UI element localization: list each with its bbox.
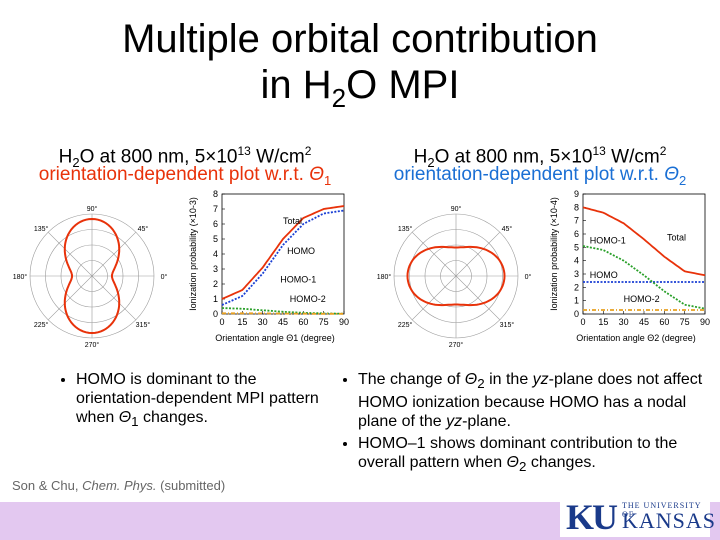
x-tick-label: 15 bbox=[237, 317, 247, 327]
series-annotation: HOMO bbox=[287, 246, 315, 256]
bullet-item: HOMO–1 shows dominant contribution to th… bbox=[358, 434, 714, 476]
polar-angle-label: 180° bbox=[377, 273, 392, 281]
right-bullets: The change of Θ2 in the yz-plane does no… bbox=[342, 370, 714, 479]
x-tick-label: 90 bbox=[700, 317, 710, 327]
left-panel-header: H2O at 800 nm, 5×1013 W/cm2 bbox=[58, 144, 312, 171]
x-tick-label: 75 bbox=[319, 317, 329, 327]
series-line-total bbox=[221, 205, 345, 300]
x-tick-label: 60 bbox=[298, 317, 308, 327]
x-tick-label: 45 bbox=[639, 317, 649, 327]
y-tick-label: 6 bbox=[574, 229, 579, 239]
polar-angle-label: 90° bbox=[451, 205, 462, 213]
x-tick-label: 90 bbox=[339, 317, 349, 327]
citation: Son & Chu, Chem. Phys. (submitted) bbox=[12, 478, 226, 493]
y-tick-label: 0 bbox=[574, 309, 579, 319]
x-tick-label: 30 bbox=[619, 317, 629, 327]
polar-angle-label: 180° bbox=[13, 273, 28, 281]
polar-angle-label: 270° bbox=[449, 341, 464, 349]
polar-angle-label: 270° bbox=[85, 341, 100, 349]
right-panel-header: H2O at 800 nm, 5×1013 W/cm2 bbox=[413, 144, 667, 171]
y-tick-label: 1 bbox=[574, 296, 579, 306]
y-tick-label: 8 bbox=[213, 189, 218, 199]
bullet-item: The change of Θ2 in the yz-plane does no… bbox=[358, 370, 714, 431]
polar-angle-label: 90° bbox=[87, 205, 98, 213]
y-tick-label: 4 bbox=[574, 256, 579, 266]
x-tick-label: 30 bbox=[258, 317, 268, 327]
y-axis-label: Ionization probability (×10-3) bbox=[188, 197, 198, 311]
series-annotation: HOMO bbox=[590, 270, 618, 280]
y-tick-label: 2 bbox=[213, 279, 218, 289]
polar-angle-label: 0° bbox=[525, 273, 532, 281]
polar-pattern-curve bbox=[63, 217, 121, 335]
slide-title-line-1: Multiple orbital contribution bbox=[122, 17, 598, 61]
polar-plot-right: 90° 45° 0° 315° 270° 225° 180° 135° bbox=[377, 205, 532, 349]
slide-title-line-2: in H2O MPI bbox=[260, 63, 460, 113]
y-tick-label: 0 bbox=[213, 309, 218, 319]
x-tick-label: 0 bbox=[580, 317, 585, 327]
series-annotation: Total bbox=[667, 233, 686, 243]
y-tick-label: 5 bbox=[213, 234, 218, 244]
series-annotation: HOMO-1 bbox=[280, 275, 316, 285]
polar-grid-spoke bbox=[411, 231, 501, 321]
x-tick-label: 45 bbox=[278, 317, 288, 327]
y-tick-label: 2 bbox=[574, 282, 579, 292]
polar-angle-label: 135° bbox=[34, 225, 49, 233]
series-annotation: HOMO-1 bbox=[590, 235, 626, 245]
polar-angle-label: 225° bbox=[398, 321, 413, 329]
series-line-total bbox=[582, 206, 706, 277]
y-tick-label: 7 bbox=[574, 216, 579, 226]
university-logo: KU THE UNIVERSITY OF KANSAS bbox=[560, 497, 715, 537]
y-tick-label: 5 bbox=[574, 242, 579, 252]
series-annotation: Total bbox=[283, 216, 302, 226]
polar-angle-label: 45° bbox=[502, 225, 513, 233]
x-tick-label: 15 bbox=[598, 317, 608, 327]
series-annotation: HOMO-2 bbox=[624, 294, 660, 304]
polar-angle-label: 315° bbox=[500, 321, 515, 329]
series-line-homo-2 bbox=[222, 312, 344, 315]
bullet-item: HOMO is dominant to the orientation-depe… bbox=[76, 370, 320, 431]
polar-angle-label: 225° bbox=[34, 321, 49, 329]
y-tick-label: 3 bbox=[213, 264, 218, 274]
x-axis-label: Orientation angle Θ2 (degree) bbox=[576, 333, 696, 343]
polar-angle-label: 135° bbox=[398, 225, 413, 233]
y-tick-label: 1 bbox=[213, 294, 218, 304]
polar-pattern-curve bbox=[406, 245, 506, 307]
left-panel-subtitle: orientation-dependent plot w.r.t. Θ1 bbox=[38, 164, 332, 188]
polar-angle-label: 0° bbox=[161, 273, 168, 281]
x-tick-label: 75 bbox=[680, 317, 690, 327]
y-tick-label: 8 bbox=[574, 202, 579, 212]
series-line-homo bbox=[221, 209, 345, 306]
y-tick-label: 3 bbox=[574, 269, 579, 279]
y-tick-label: 9 bbox=[574, 189, 579, 199]
y-axis-label: Ionization probability (×10-4) bbox=[549, 197, 559, 311]
polar-grid-spoke bbox=[47, 231, 137, 321]
y-tick-label: 6 bbox=[213, 219, 218, 229]
left-bullets: HOMO is dominant to the orientation-depe… bbox=[60, 370, 320, 434]
y-tick-label: 4 bbox=[213, 249, 218, 259]
x-axis-label: Orientation angle Θ1 (degree) bbox=[215, 333, 335, 343]
polar-angle-label: 45° bbox=[138, 225, 149, 233]
x-tick-label: 0 bbox=[219, 317, 224, 327]
polar-angle-label: 315° bbox=[136, 321, 151, 329]
right-panel-subtitle: orientation-dependent plot w.r.t. Θ2 bbox=[393, 164, 687, 188]
series-annotation: HOMO-2 bbox=[290, 294, 326, 304]
x-tick-label: 60 bbox=[659, 317, 669, 327]
polar-plot-left: 90° 45° 0° 315° 270° 225° 180° 135° bbox=[13, 205, 168, 349]
y-tick-label: 7 bbox=[213, 204, 218, 214]
